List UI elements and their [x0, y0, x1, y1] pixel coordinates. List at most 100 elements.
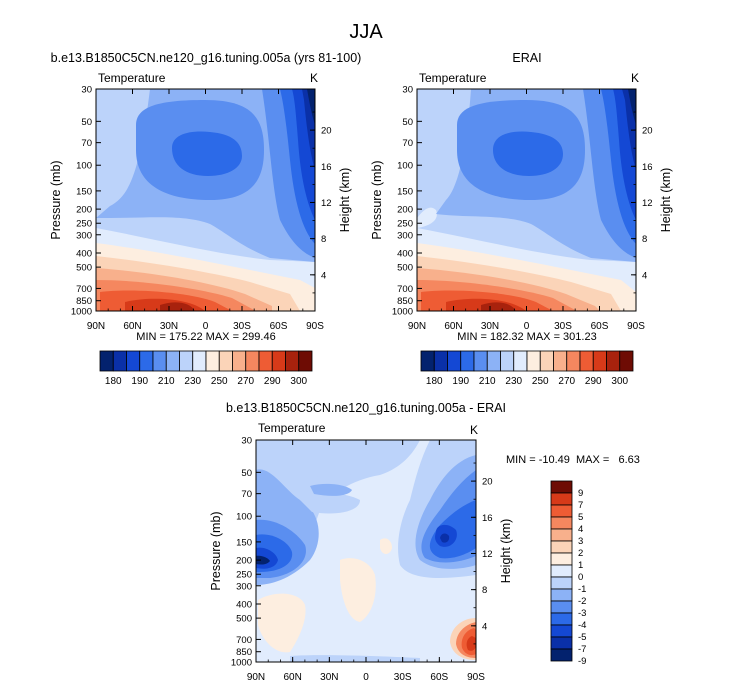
colorbar-label: 3 [578, 536, 583, 547]
panel-model-title: b.e13.B1850C5CN.ne120_g16.tuning.005a (y… [51, 51, 362, 65]
colorbar-label: 290 [264, 376, 281, 387]
x-tick-label: 30N [160, 321, 178, 332]
y-tick-label: 700 [76, 284, 92, 295]
y-tick-label: 500 [397, 263, 413, 274]
panel-difference-title: b.e13.B1850C5CN.ne120_g16.tuning.005a - … [226, 401, 506, 415]
panel-difference-stats: MIN = -10.49 MAX = 6.63 [506, 454, 640, 466]
colorbar-box [592, 350, 607, 372]
colorbar-box [550, 540, 573, 554]
colorbar-label: 0 [578, 572, 583, 583]
y-tick-label: 150 [236, 537, 252, 548]
x-tick-label: 60S [430, 672, 448, 683]
y-tick-label: 700 [236, 635, 252, 646]
y-tick-label: 1000 [392, 307, 413, 318]
panel-erai-title: ERAI [512, 51, 541, 65]
height-tick-label: 12 [642, 198, 653, 209]
y-tick-label: 500 [236, 614, 252, 625]
colorbar-label: 5 [578, 512, 583, 523]
height-tick-label: 20 [482, 477, 493, 488]
height-tick-label: 16 [321, 162, 332, 173]
height-tick-label: 20 [642, 126, 653, 137]
y-tick-label: 1000 [71, 307, 92, 318]
colorbar-box [271, 350, 286, 372]
x-tick-label: 0 [363, 672, 369, 683]
colorbar-label: 7 [578, 500, 583, 511]
colorbar-box [550, 492, 573, 506]
x-tick-label: 90S [306, 321, 324, 332]
figure-title: JJA [349, 21, 383, 43]
colorbar-box [566, 350, 581, 372]
colorbar-label: -9 [578, 656, 586, 667]
colorbar-box [619, 350, 634, 372]
colorbar-box [298, 350, 313, 372]
colorbar-label: 180 [426, 376, 443, 387]
colorbar-label: 250 [211, 376, 228, 387]
panel-model: b.e13.B1850C5CN.ne120_g16.tuning.005a (y… [49, 51, 361, 387]
y-tick-label: 100 [236, 512, 252, 523]
colorbar-label: -4 [578, 620, 586, 631]
x-tick-label: 30N [320, 672, 338, 683]
colorbar-box [486, 350, 501, 372]
panel-difference: b.e13.B1850C5CN.ne120_g16.tuning.005a - … [209, 401, 640, 683]
colorbar-label: 290 [585, 376, 602, 387]
y-tick-label: 700 [397, 284, 413, 295]
y-axis-title: Pressure (mb) [209, 511, 223, 590]
colorbar-box [550, 624, 573, 638]
colorbar-box [126, 350, 141, 372]
colorbar-label: 4 [578, 524, 583, 535]
colorbar-box [550, 588, 573, 602]
height-axis-title: Height (km) [659, 168, 673, 233]
panel-model-contours [96, 89, 315, 311]
colorbar-box [550, 552, 573, 566]
height-tick-label: 12 [482, 549, 493, 560]
height-tick-label: 12 [321, 198, 332, 209]
colorbar-box [99, 350, 114, 372]
colorbar-box [550, 516, 573, 530]
x-tick-label: 0 [524, 321, 530, 332]
colorbar-box [218, 350, 233, 372]
y-tick-label: 300 [397, 230, 413, 241]
panel-model-axes: 90N 60N 30N 0 30S 60S 90S 30 50 70 100 150 200 250300… [49, 85, 352, 333]
colorbar-box [550, 504, 573, 518]
colorbar-box [579, 350, 594, 372]
colorbar-box [550, 564, 573, 578]
panel-erai-right-label: K [631, 71, 639, 85]
y-tick-label: 200 [236, 556, 252, 567]
y-tick-label: 100 [397, 161, 413, 172]
height-tick-label: 16 [482, 513, 493, 524]
x-tick-label: 60N [283, 672, 301, 683]
colorbar-box [285, 350, 300, 372]
y-tick-label: 150 [397, 186, 413, 197]
y-tick-label: 100 [76, 161, 92, 172]
y-tick-label: 400 [397, 248, 413, 259]
panel-erai-axes: 90N 60N 30N 0 30S 60S 90S 30 50 70 100 150 200 250300… [370, 85, 673, 333]
colorbar-label: 190 [131, 376, 148, 387]
colorbar-box [139, 350, 154, 372]
y-tick-label: 300 [236, 581, 252, 592]
colorbar-box [179, 350, 194, 372]
colorbar-label: 1 [578, 560, 583, 571]
y-tick-label: 850 [236, 647, 252, 658]
y-tick-label: 200 [397, 205, 413, 216]
y-tick-label: 250 [76, 219, 92, 230]
colorbar-label: 190 [452, 376, 469, 387]
y-tick-label: 200 [76, 205, 92, 216]
colorbar-label: -7 [578, 644, 586, 655]
y-tick-label: 50 [241, 468, 252, 479]
panel-difference-right-label: K [470, 423, 478, 437]
y-tick-label: 850 [76, 296, 92, 307]
panel-model-right-label: K [310, 71, 318, 85]
x-tick-label: 90S [467, 672, 485, 683]
colorbar-box [165, 350, 180, 372]
height-tick-label: 16 [642, 162, 653, 173]
height-axis-title: Height (km) [499, 519, 513, 584]
x-tick-label: 30S [394, 672, 412, 683]
colorbar-box [232, 350, 247, 372]
colorbar-label: -1 [578, 584, 586, 595]
colorbar-box [539, 350, 554, 372]
colorbar-box [500, 350, 515, 372]
height-axis-title: Height (km) [338, 168, 352, 233]
y-tick-label: 70 [81, 138, 92, 149]
colorbar-box [433, 350, 448, 372]
